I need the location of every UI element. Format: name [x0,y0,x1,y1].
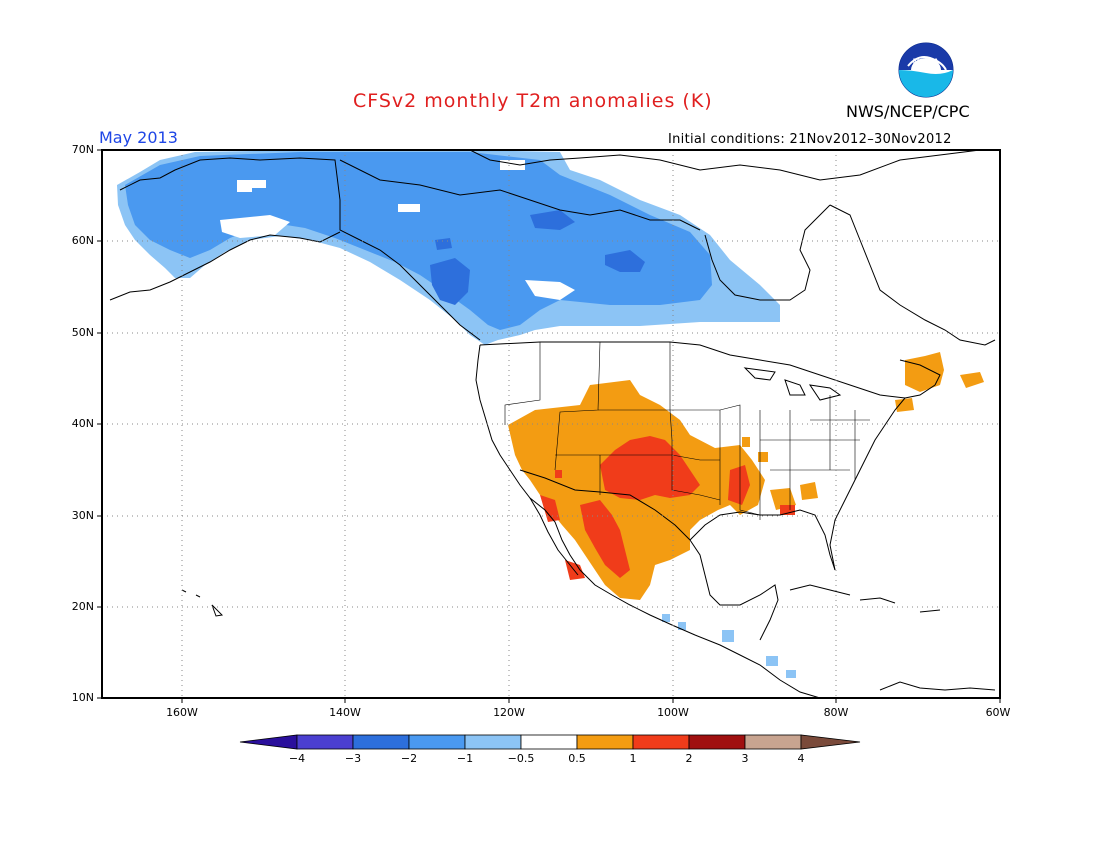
colorbar-label: −4 [288,752,306,765]
colorbar-high-arrow [800,734,861,750]
lat-label: 60N [71,234,94,247]
warm-anomaly-region [508,352,984,600]
lon-label: 140W [329,706,361,719]
colorbar-bin [352,734,410,750]
colorbar-low-arrow [239,734,298,750]
coastlines [109,150,996,698]
forecast-month: May 2013 [99,128,178,147]
lat-label: 50N [71,326,94,339]
lon-label: 100W [657,706,689,719]
colorbar-bin [464,734,522,750]
colorbar-bin [632,734,690,750]
state-borders [504,341,870,520]
colorbar-label: −3 [344,752,362,765]
colorbar-bin [520,734,578,750]
colorbar-bin [688,734,746,750]
lon-label: 80W [823,706,849,719]
colorbar-label: 4 [797,752,805,765]
colorbar-label: 2 [685,752,693,765]
colorbar-label: 0.5 [568,752,586,765]
colorbar-bin [744,734,802,750]
colorbar-bin [408,734,466,750]
colorbar-bin [576,734,634,750]
colorbar-label: −1 [456,752,474,765]
lon-label: 160W [166,706,198,719]
chart-title: CFSv2 monthly T2m anomalies (K) [353,90,713,112]
axis-ticks [97,149,1001,703]
noaa-logo-text: NOAA [913,57,940,67]
colorbar [239,734,861,750]
agency-label: NWS/NCEP/CPC [846,102,970,121]
colorbar-label: 3 [741,752,749,765]
lat-label: 10N [71,691,94,704]
lat-label: 30N [71,509,94,522]
colorbar-bin [296,734,354,750]
lat-label: 40N [71,417,94,430]
colorbar-label: −0.5 [507,752,535,765]
lon-label: 120W [493,706,525,719]
lat-label: 70N [71,143,94,156]
cold-anomaly-region [117,150,796,678]
lat-label: 20N [71,600,94,613]
colorbar-label: −2 [400,752,418,765]
noaa-logo: NOAA [898,42,954,98]
lon-label: 60W [985,706,1011,719]
colorbar-label: 1 [629,752,637,765]
initial-conditions: Initial conditions: 21Nov2012–30Nov2012 [668,132,952,147]
